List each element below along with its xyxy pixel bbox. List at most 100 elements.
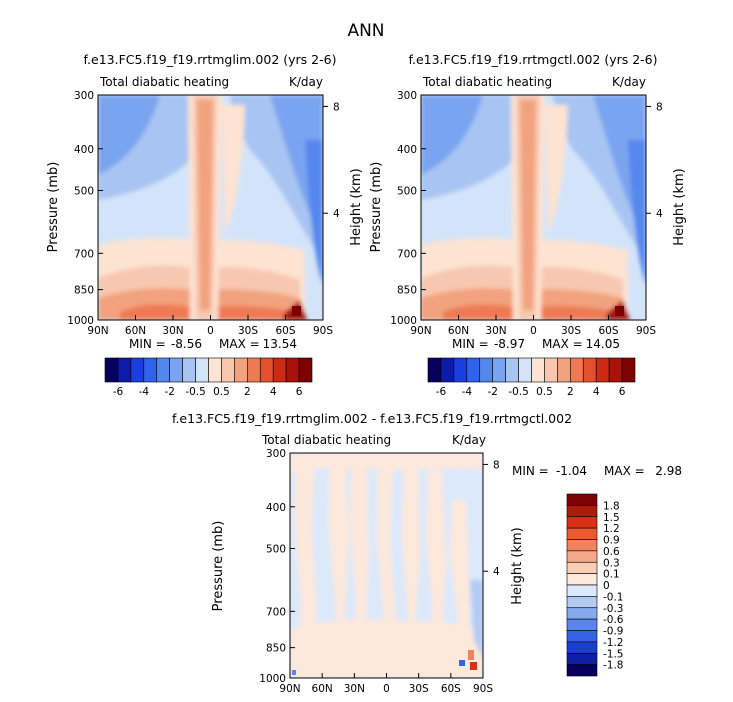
panel-a-colorbar-swatch (272, 357, 287, 383)
panel-c-xtick-label: 60N (312, 683, 333, 695)
panel-a-colorbar-swatch (130, 357, 145, 383)
panel-c-max-value: 2.98 (655, 464, 682, 478)
panel-c-colorbar-swatch (566, 596, 598, 609)
panel-c-colorbar-swatch (566, 641, 598, 654)
panel-c-subtitle-left: Total diabatic heating (261, 433, 391, 447)
panel-a-colorbar-swatch (169, 357, 183, 383)
panel-c-field (290, 453, 483, 678)
panel-a-colorbar-label: 0.5 (213, 386, 230, 398)
panel-b-axes: 90N 60N 30N 0 30S 60S 90S 300 400 500 700 850 1000 8 4 (390, 90, 663, 337)
panel-c-subtitle-right: K/day (452, 433, 486, 447)
panel-a-colorbar: -6 -4 -2 -0.5 0.5 2 4 6 (104, 357, 313, 398)
panel-a-xtick-label: 30S (238, 325, 258, 337)
panel-a-ylabel: Pressure (mb) (46, 162, 61, 253)
panel-b-colorbar-label: -4 (462, 386, 473, 398)
panel-c-colorbar-label: -0.9 (603, 626, 624, 638)
panel-b-colorbar-label: -0.5 (508, 386, 529, 398)
panel-c-colorbar-swatch (566, 550, 598, 563)
panel-c-ytick-label: 300 (266, 448, 286, 460)
panel-b-colorbar-label: 0.5 (536, 386, 553, 398)
panel-b-colorbar-swatch (595, 357, 610, 383)
panel-c-colorbar-label: 1.2 (603, 523, 620, 535)
panel-c-colorbar: 1.81.51.20.90.60.30.10-0.1-0.3-0.6-0.9-1… (566, 493, 624, 677)
panel-a-xtick-label: 0 (207, 325, 214, 337)
panel-b-colorbar-label: 2 (567, 386, 574, 398)
panel-b-max-core (615, 306, 624, 316)
panel-a-ytick-label: 300 (74, 90, 94, 102)
panel-b-min-value: -8.97 (494, 337, 525, 351)
panel-b-subtitle-right: K/day (612, 75, 646, 89)
panel-a-cool-left-mid (98, 95, 160, 175)
panel-c-colorbar-label: 0 (603, 580, 610, 592)
panel-b-colorbar-swatch (570, 357, 584, 383)
panel-a-xtick-label: 30N (162, 325, 183, 337)
panel-c-xtick-label: 30N (344, 683, 365, 695)
panel-a: f.e13.FC5.f19_f19.rrtmglim.002 (yrs 2-6)… (46, 52, 364, 398)
panel-b-ytick-label: 300 (397, 90, 417, 102)
panel-b-colorbar-label: -6 (436, 386, 447, 398)
panel-b-ylabel: Pressure (mb) (369, 162, 384, 253)
panel-b-colorbar-swatch (479, 357, 493, 383)
panel-b-max-label: MAX = (542, 337, 583, 351)
panel-b: f.e13.FC5.f19_f19.rrtmgctl.002 (yrs 2-6)… (369, 52, 687, 398)
panel-c-colorbar-swatch (566, 505, 598, 518)
panel-c-colorbar-swatch (566, 630, 598, 643)
panel-c-colorbar-label: 1.5 (603, 512, 620, 524)
panel-b-rtick-label: 8 (656, 101, 663, 113)
panel-b-colorbar-swatch (557, 357, 571, 383)
panel-b-xtick-label: 30S (561, 325, 581, 337)
panel-b-ytick-label: 500 (397, 185, 417, 197)
panel-c-colorbar-label: 0.9 (603, 535, 620, 547)
panel-b-cool-right-strong (628, 140, 646, 285)
panel-b-cool-left-mid (421, 95, 483, 175)
panel-c-ytick-label: 400 (266, 502, 286, 514)
panel-a-colorbar-swatch (143, 357, 158, 383)
panel-b-min-label: MIN = (452, 337, 489, 351)
panel-b-column-core (520, 100, 536, 310)
panel-c-max-core (470, 662, 477, 670)
panel-a-ytick-label: 700 (74, 248, 94, 260)
panel-a-colorbar-swatch (234, 357, 248, 383)
panel-c-pos-lower (290, 619, 483, 678)
panel-a-column-core (197, 100, 213, 310)
panel-c-colorbar-label: -0.6 (603, 614, 624, 626)
panel-b-title: f.e13.FC5.f19_f19.rrtmgctl.002 (yrs 2-6) (408, 52, 657, 67)
panel-a-colorbar-swatch (247, 357, 261, 383)
panel-c-colorbar-swatch (566, 539, 598, 552)
panel-a-min-label: MIN = (129, 337, 166, 351)
panel-a-xtick-label: 90S (313, 325, 333, 337)
panel-a-title: f.e13.FC5.f19_f19.rrtmglim.002 (yrs 2-6) (84, 52, 337, 67)
panel-a-colorbar-label: 6 (296, 386, 303, 398)
panel-b-xtick-label: 60N (448, 325, 469, 337)
panel-c-max-label: MAX = (604, 464, 645, 478)
panel-b-colorbar-swatch (466, 357, 481, 383)
panel-c-colorbar-swatch (566, 652, 598, 665)
panel-c-rtick-label: 8 (493, 459, 500, 471)
panel-a-subtitle-right: K/day (289, 75, 323, 89)
panel-b-colorbar-swatch (621, 357, 636, 383)
panel-b-colorbar: -6 -4 -2 -0.5 0.5 2 4 6 (427, 357, 636, 398)
panel-a-colorbar-swatch (208, 357, 222, 383)
panel-a-colorbar-swatch (104, 357, 119, 383)
panel-c-title: f.e13.FC5.f19_f19.rrtmglim.002 - f.e13.F… (172, 411, 572, 426)
panel-a-colorbar-label: -2 (164, 386, 174, 398)
panel-b-subtitle-left: Total diabatic heating (422, 75, 552, 89)
panel-c-axes: 90N 60N 30N 0 30S 60S 90S 300 400 500 700 850 1000 8 4 (259, 448, 500, 695)
panel-c-xtick-label: 0 (383, 683, 390, 695)
panel-b-rtick-label: 4 (656, 208, 663, 220)
panel-a-colorbar-label: -4 (139, 386, 150, 398)
panel-c-max-halo (468, 650, 474, 660)
panel-c-colorbar-swatch (566, 664, 598, 677)
panel-c-neg-patch (470, 580, 483, 660)
panel-a-colorbar-swatch (195, 357, 209, 383)
panel-c-min-value: -1.04 (556, 464, 587, 478)
panel-a-colorbar-label: -0.5 (185, 386, 206, 398)
panel-c-colorbar-swatch (566, 573, 598, 586)
panel-c-colorbar-label: -0.3 (603, 603, 624, 615)
panel-b-colorbar-label: 4 (593, 386, 600, 398)
panel-c-colorbar-swatch (566, 493, 598, 506)
panel-c-ylabel-right: Height (km) (510, 527, 525, 604)
panel-c-pos-band-1 (294, 453, 317, 678)
panel-c-colorbar-swatch (566, 527, 598, 540)
panel-a-xtick-label: 60N (125, 325, 146, 337)
